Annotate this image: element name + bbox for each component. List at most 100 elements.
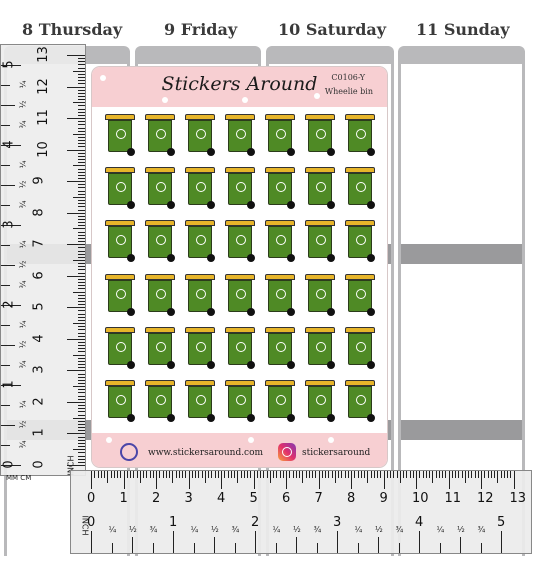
ruler-tick xyxy=(1,165,10,166)
ruler-tick xyxy=(78,304,85,306)
ruler-tick xyxy=(1,305,21,306)
ruler-tick xyxy=(78,424,85,425)
ruler-tick xyxy=(468,471,469,478)
ruler-tick xyxy=(214,537,215,553)
wheelie-bin-icon xyxy=(145,113,175,158)
recycle-icon xyxy=(196,128,206,139)
recycle-icon xyxy=(276,128,286,139)
ruler-tick xyxy=(438,471,440,478)
ruler-tick xyxy=(78,130,85,132)
social-handle: stickersaround xyxy=(302,448,371,458)
ruler-cm-number: 5 xyxy=(31,302,47,311)
ruler-tick xyxy=(484,471,486,478)
ruler-tick xyxy=(78,247,85,249)
ruler-tick xyxy=(78,237,85,239)
bin-body xyxy=(108,226,132,259)
bin-body xyxy=(308,226,332,259)
ruler-tick xyxy=(130,471,131,478)
ruler-tick xyxy=(78,282,85,284)
ruler-tick xyxy=(78,152,85,154)
ruler-tick xyxy=(78,108,85,110)
ruler-tick xyxy=(78,143,85,145)
ruler-tick xyxy=(162,471,164,478)
ruler-tick xyxy=(78,250,85,252)
ruler-tick xyxy=(396,471,398,478)
ruler-tick xyxy=(1,185,15,186)
ruler-tick xyxy=(1,285,10,286)
sheet-footer: www.stickersaround.com stickersaround xyxy=(92,433,387,467)
ruler-tick xyxy=(73,102,85,104)
wheelie-bin-icon xyxy=(265,326,295,371)
bin-wheel xyxy=(367,254,375,263)
ruler-tick xyxy=(78,200,85,202)
ruler-tick xyxy=(78,253,85,255)
ruler-cm-number: 3 xyxy=(184,491,193,506)
ruler-tick xyxy=(503,471,505,478)
recycle-icon xyxy=(116,288,126,299)
bin-lid xyxy=(305,380,335,387)
bin-wheel xyxy=(247,254,255,263)
ruler-tick xyxy=(1,405,10,406)
ruler-fraction: ½ xyxy=(18,260,28,269)
bin-lid xyxy=(105,273,135,280)
ruler-inch-number: 1 xyxy=(1,380,17,389)
ruler-tick xyxy=(78,184,85,186)
bin-lid xyxy=(145,113,175,120)
ruler-tick xyxy=(1,445,10,446)
bin-wheel xyxy=(207,200,215,209)
ruler-tick xyxy=(78,383,85,384)
ruler-tick xyxy=(78,178,85,179)
ruler-fraction: ½ xyxy=(18,100,28,109)
ruler-tick xyxy=(357,471,359,478)
ruler-tick xyxy=(67,55,85,56)
bin-wheel xyxy=(367,307,375,316)
ruler-tick xyxy=(78,414,85,416)
ruler-cm-number: 13 xyxy=(509,491,527,506)
ruler-tick xyxy=(286,471,287,489)
ruler-tick xyxy=(78,294,85,296)
bin-body xyxy=(188,172,212,205)
ruler-tick xyxy=(78,389,85,391)
decor-dot xyxy=(106,437,112,443)
ruler-inch-number: 3 xyxy=(1,220,17,229)
bin-body xyxy=(268,172,292,205)
ruler-tick xyxy=(182,471,183,478)
recycle-icon xyxy=(156,181,166,192)
bin-body xyxy=(348,279,372,312)
bin-lid xyxy=(225,166,255,173)
wheelie-bin-icon xyxy=(105,220,135,264)
ruler-tick xyxy=(513,471,515,489)
ruler-tick xyxy=(110,471,112,478)
ruler-tick xyxy=(133,471,135,478)
brand-title: Stickers Around xyxy=(161,73,318,95)
ruler-tick xyxy=(316,543,318,553)
ruler-cm-number: 1 xyxy=(31,428,47,438)
ruler-tick xyxy=(458,471,460,478)
bin-body xyxy=(268,226,292,259)
ruler-tick xyxy=(266,471,268,478)
ruler-tick xyxy=(398,543,400,553)
ruler-tick xyxy=(351,471,352,489)
ruler-tick xyxy=(292,471,294,478)
wheelie-bin-icon xyxy=(105,380,135,424)
ruler-tick xyxy=(78,439,85,441)
ruler-fraction: ½ xyxy=(18,180,28,189)
ruler-cm-number: 9 xyxy=(379,491,388,506)
bin-body xyxy=(188,119,212,152)
ruler-tick xyxy=(78,231,85,233)
ruler-tick xyxy=(78,446,85,448)
ruler-tick xyxy=(289,471,291,478)
ruler-tick xyxy=(78,92,85,94)
bin-lid xyxy=(185,273,215,280)
ruler-tick xyxy=(78,121,85,123)
ruler-tick xyxy=(460,537,461,553)
ruler-tick xyxy=(201,471,203,478)
ruler-cm-number: 1 xyxy=(119,491,128,506)
bin-body xyxy=(108,279,132,312)
ruler-tick xyxy=(308,471,310,478)
ruler-fraction: ½ xyxy=(293,525,301,534)
ruler-tick xyxy=(78,342,85,343)
ruler-tick xyxy=(474,471,476,478)
ruler-cm-number: 13 xyxy=(35,46,51,63)
ruler-cm-number: 7 xyxy=(31,239,47,248)
